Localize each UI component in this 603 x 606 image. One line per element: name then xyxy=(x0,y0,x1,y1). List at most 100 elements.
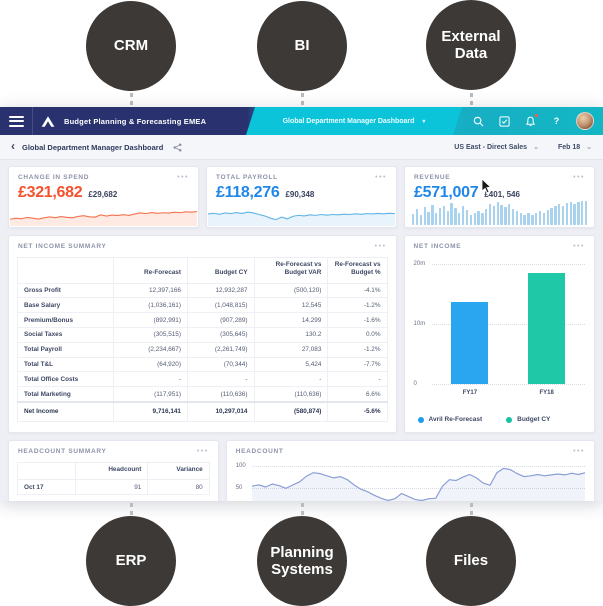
cell-value: 9,716,141 xyxy=(113,400,188,422)
chart-legend: Avril Re-Forecast Budget CY xyxy=(417,416,550,423)
connector-line xyxy=(469,503,473,515)
table-row: Social Taxes (305,515) (305,645) 130.2 0.0% xyxy=(16,327,388,343)
more-options-icon[interactable] xyxy=(177,176,189,180)
gridline xyxy=(431,384,585,385)
mini-bar xyxy=(412,214,415,225)
mini-bar xyxy=(473,213,476,225)
kpi-value: £118,276 xyxy=(216,184,280,201)
mouse-cursor xyxy=(481,178,492,199)
y-axis-tick: 50 xyxy=(235,485,243,491)
y-axis-tick: 20m xyxy=(413,261,426,267)
node-planning-systems: Planning Systems xyxy=(257,516,347,606)
more-options-icon[interactable] xyxy=(375,176,387,180)
header-row: Headcount Variance xyxy=(17,461,210,481)
cell-value: -4.1% xyxy=(327,282,388,299)
help-icon[interactable]: ? xyxy=(550,115,563,128)
mini-bar xyxy=(515,211,519,225)
mini-bar xyxy=(488,203,492,225)
kpi-card-change-in-spend: CHANGE IN SPEND £321,682 £29,682 xyxy=(8,166,199,228)
kpi-card-revenue: REVENUE £571,007 £401, 546 xyxy=(404,166,595,228)
mini-bar xyxy=(508,203,511,225)
cell-value: -5.6% xyxy=(327,400,388,422)
mini-bar xyxy=(458,213,461,225)
node-label: BI xyxy=(294,37,310,55)
column-header: Re-Forecast vs Budget VAR xyxy=(253,257,329,284)
more-options-icon[interactable] xyxy=(573,245,585,249)
cell-value: 27,083 xyxy=(253,341,329,358)
dashboard-content: CHANGE IN SPEND £321,682 £29,682 TOTAL P… xyxy=(0,160,603,501)
user-avatar[interactable] xyxy=(576,112,594,130)
connector-line xyxy=(300,93,304,105)
mini-bar-chart xyxy=(412,201,588,225)
tab-global-department-manager-dashboard[interactable]: Global Department Manager Dashboard ▾ xyxy=(246,107,462,135)
legend-item: Avril Re-Forecast xyxy=(417,416,482,423)
chevron-down-icon: ⌄ xyxy=(533,144,539,151)
table-row: Premium/Bonus (892,991) (907,289) 14,299 -1.… xyxy=(16,312,388,328)
mini-bar xyxy=(492,206,496,225)
bar-column: FY17 xyxy=(447,264,493,396)
legend-label: Budget CY xyxy=(517,416,551,423)
column-header xyxy=(17,461,76,481)
mini-bar xyxy=(535,212,538,225)
cell-value: (892,991) xyxy=(113,312,188,328)
cell-value: -1.2% xyxy=(327,297,388,314)
card-title: REVENUE xyxy=(414,174,451,181)
row-label: Gross Profit xyxy=(16,282,115,299)
net-income-chart-card: NET INCOME 20m 10m 0 FY17 FY18 xyxy=(403,235,595,433)
help-glyph: ? xyxy=(553,116,560,126)
mini-bar xyxy=(511,208,515,225)
legend-item: Budget CY xyxy=(506,416,550,423)
node-external-data: External Data xyxy=(426,0,516,90)
navbar-actions: ? xyxy=(472,107,594,135)
line-series xyxy=(252,458,585,501)
mini-bar xyxy=(581,201,584,225)
notification-badge xyxy=(534,113,538,117)
mini-bar xyxy=(577,202,580,225)
connector-line xyxy=(300,503,304,515)
more-options-icon[interactable] xyxy=(573,450,585,454)
column-header: Headcount xyxy=(74,461,149,481)
search-icon[interactable] xyxy=(472,115,485,128)
mini-bar xyxy=(477,211,480,225)
mini-bar xyxy=(454,208,457,225)
headcount-summary-table: Headcount Variance Oct 17 91 80 xyxy=(17,461,210,496)
card-title: HEADCOUNT SUMMARY xyxy=(18,448,107,455)
kpi-value: £321,682 xyxy=(18,184,83,201)
mini-bar xyxy=(569,201,572,225)
mini-bar xyxy=(427,211,430,225)
headcount-chart-card: HEADCOUNT 100 50 xyxy=(225,440,595,501)
mini-bar xyxy=(561,205,565,225)
tasks-icon[interactable] xyxy=(498,115,511,128)
table-row: Total T&L (64,920) (70,344) 5,424 -7.7% xyxy=(16,356,388,373)
menu-icon[interactable] xyxy=(0,107,33,135)
gridline xyxy=(251,466,585,467)
more-options-icon[interactable] xyxy=(197,450,209,454)
back-chevron-icon[interactable]: ‹ xyxy=(11,139,15,153)
cell-value: 14,299 xyxy=(253,312,329,328)
notifications-bell-icon[interactable] xyxy=(524,113,538,128)
cell-value: 5,424 xyxy=(253,356,329,373)
mini-bar xyxy=(438,208,442,225)
cell-value: - xyxy=(186,371,255,388)
connector-line xyxy=(469,93,473,105)
card-title: CHANGE IN SPEND xyxy=(18,174,90,181)
more-options-icon[interactable] xyxy=(375,245,387,249)
mini-bar xyxy=(504,207,507,225)
share-icon[interactable] xyxy=(173,143,182,152)
mini-bar xyxy=(496,202,499,225)
cell-value: -1.2% xyxy=(327,341,388,358)
table-row: Total Payroll (2,234,667) (2,261,749) 27,08… xyxy=(16,341,388,358)
column-header: Re-Forecast vs Budget % xyxy=(327,257,388,284)
cell-value: 12,932,287 xyxy=(186,282,255,299)
more-options-icon[interactable] xyxy=(573,176,585,180)
filter-region-select[interactable]: US East - Direct Sales ⌄ xyxy=(454,143,539,152)
page-title: Global Department Manager Dashboard xyxy=(22,142,164,152)
cell-value: 12,545 xyxy=(253,297,329,314)
filter-period-select[interactable]: Feb 18 ⌄ xyxy=(558,143,592,152)
cell-value: 6.6% xyxy=(327,386,388,403)
row-label: Oct 17 xyxy=(17,479,76,496)
legend-dot xyxy=(506,416,513,423)
mini-bar xyxy=(415,209,419,225)
